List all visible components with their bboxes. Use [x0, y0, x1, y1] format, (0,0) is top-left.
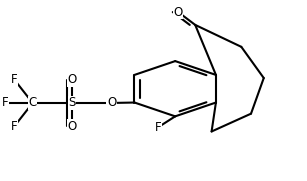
Text: O: O [68, 73, 77, 86]
Text: O: O [173, 6, 183, 19]
Text: F: F [155, 121, 162, 134]
Text: O: O [68, 120, 77, 133]
Text: F: F [11, 120, 18, 133]
Text: C: C [29, 96, 37, 110]
Text: F: F [11, 73, 18, 86]
Text: S: S [68, 96, 76, 110]
Text: F: F [2, 96, 9, 110]
Text: O: O [107, 96, 116, 110]
